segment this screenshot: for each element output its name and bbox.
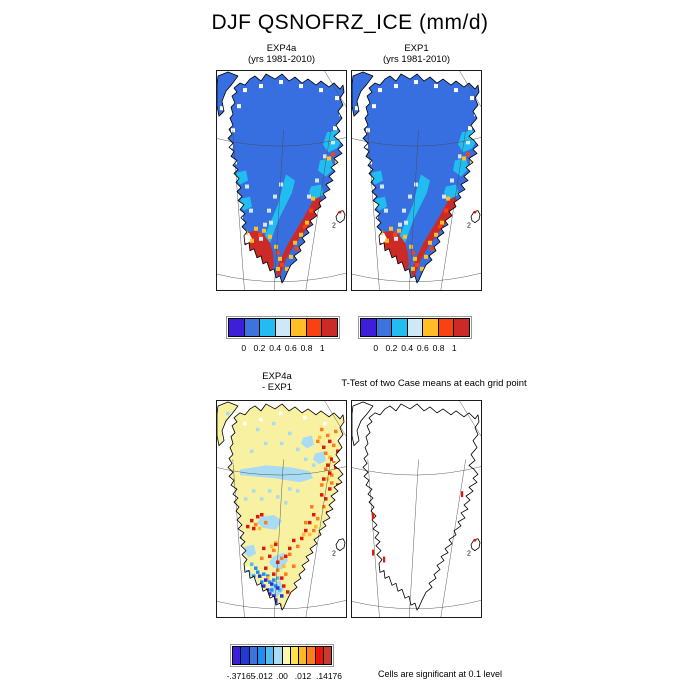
colorbar-segment xyxy=(406,318,424,337)
colorbar-tick-label: -.012 xyxy=(253,671,273,681)
panel-subtitle: (yrs 1981-2010) xyxy=(382,53,451,65)
colorbar-tick-label: -.37165 xyxy=(226,671,256,681)
iceland-island xyxy=(335,538,346,552)
coastline xyxy=(362,403,480,611)
colorbar-tick-label: 0 xyxy=(373,343,379,353)
colorbar-tick-label: .012 xyxy=(294,671,312,681)
panel-head-exp4a: EXP4a (yrs 1981-2010) xyxy=(211,43,352,65)
panel-title: EXP1 xyxy=(404,43,429,54)
greenland-landmass xyxy=(228,403,344,611)
colorbar-tick-label: .00 xyxy=(276,671,288,681)
map-panel-exp4a: 2 xyxy=(216,70,347,291)
map-panel-ttest: 2 xyxy=(351,400,482,618)
graticule xyxy=(351,400,482,618)
colorbar-segment xyxy=(259,318,276,337)
map-panel-diff: 2 xyxy=(216,400,347,618)
iceland-grid-label: 2 xyxy=(467,223,471,230)
figure-title: DJF QSNOFRZ_ICE (mm/d) xyxy=(211,11,489,34)
colorbar-diff: -.37165 -.012.00 .012 .14176 xyxy=(227,644,342,681)
colorbar-tick-label: 1 xyxy=(451,343,457,353)
colorbar-tick-label: 0 xyxy=(241,343,247,353)
colorbar-segment xyxy=(243,318,261,337)
iceland-red-dot xyxy=(473,210,477,214)
colorbar-segment xyxy=(453,318,471,337)
colorbar-exp1: 0 0.2 0.4 0.6 0.8 1 xyxy=(358,316,472,353)
panel-subtitle: - EXP1 xyxy=(261,381,293,393)
panel-head-exp1: EXP1 (yrs 1981-2010) xyxy=(346,43,487,65)
colorbar-segment xyxy=(422,318,439,337)
colorbar-segment xyxy=(360,318,377,337)
colorbar-segment xyxy=(391,318,408,337)
colorbar-segment xyxy=(290,318,307,337)
colorbar-segment xyxy=(437,318,455,337)
iceland-grid-label: 2 xyxy=(332,551,336,558)
colorbar-tick-label: 0.2 xyxy=(385,343,398,353)
iceland-red-dot xyxy=(473,538,477,542)
panel-frame xyxy=(216,400,347,618)
colorbar-tick-label: 0.4 xyxy=(269,343,282,353)
colorbar-segment xyxy=(274,318,292,337)
significant-cell-marks xyxy=(372,491,464,563)
colorbar-segment xyxy=(321,318,339,337)
colorbar-segment xyxy=(322,646,332,665)
panel-frame xyxy=(351,400,482,618)
iceland-grid-label: 2 xyxy=(467,551,471,558)
map-panel-exp1: 2 xyxy=(351,70,482,291)
colorbar-tick-label: .14176 xyxy=(316,671,342,681)
colorbar-exp4a: 0 0.2 0.4 0.6 0.8 1 xyxy=(226,316,340,353)
significance-caption: Cells are significant at 0.1 level xyxy=(377,669,503,679)
colorbar-tick-label: 0.8 xyxy=(300,343,313,353)
colorbar-tick-label: 1 xyxy=(319,343,325,353)
panel-frame xyxy=(216,70,347,291)
iceland-grid-label: 2 xyxy=(332,223,336,230)
panel-subtitle: (yrs 1981-2010) xyxy=(247,53,316,65)
colorbar-tick-label: 0.8 xyxy=(432,343,445,353)
panel-head-ttest: T-Test of two Case means at each grid po… xyxy=(341,378,527,389)
panel-title: EXP4a xyxy=(262,371,292,382)
colorbar-tick-label: 0.6 xyxy=(416,343,429,353)
iceland-red-dot xyxy=(338,210,342,214)
colorbar-tick-label: 0.4 xyxy=(401,343,414,353)
greenland-landmass xyxy=(228,74,344,283)
colorbar-tick-label: 0.2 xyxy=(253,343,266,353)
panel-frame xyxy=(351,70,482,291)
greenland-landmass xyxy=(363,74,479,283)
panel-title: EXP4a xyxy=(266,43,297,54)
panel-head-diff: EXP4a - EXP1 xyxy=(207,371,347,393)
colorbar-segment xyxy=(305,318,323,337)
colorbar-tick-label: 0.6 xyxy=(284,343,297,353)
colorbar-segment xyxy=(228,318,245,337)
colorbar-segment xyxy=(375,318,393,337)
